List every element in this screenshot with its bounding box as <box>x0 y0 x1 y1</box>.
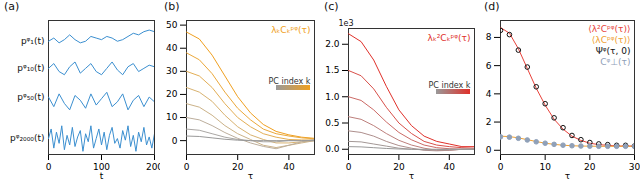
html-text:(a): (a) <box>4 0 20 13</box>
svg-text:pᵠ₅₀(t): pᵠ₅₀(t) <box>17 92 44 102</box>
html-text:(b): (b) <box>164 0 180 13</box>
svg-text:40: 40 <box>283 162 295 172</box>
svg-text:τ: τ <box>565 171 570 181</box>
html-text:(d): (d) <box>484 0 500 13</box>
svg-text:⟨λ²Cᵖᵠ(τ)⟩: ⟨λ²Cᵖᵠ(τ)⟩ <box>588 24 630 34</box>
svg-text:10: 10 <box>539 162 551 172</box>
html-text:(c): (c) <box>324 0 339 13</box>
svg-text:1.5: 1.5 <box>325 65 339 75</box>
svg-text:τ: τ <box>248 171 253 181</box>
svg-text:0: 0 <box>486 145 492 155</box>
svg-text:10: 10 <box>166 112 178 122</box>
svg-text:0: 0 <box>172 136 178 146</box>
svg-text:50: 50 <box>166 20 178 30</box>
svg-text:20: 20 <box>393 162 405 172</box>
svg-text:100: 100 <box>92 161 111 172</box>
svg-text:Ψᵠ(τ, 0): Ψᵠ(τ, 0) <box>596 46 631 56</box>
svg-text:20: 20 <box>232 162 244 172</box>
svg-text:2.0: 2.0 <box>325 39 340 49</box>
svg-text:λₖCₖᵖᵠ(τ): λₖCₖᵖᵠ(τ) <box>271 25 310 35</box>
svg-text:1e3: 1e3 <box>339 19 354 28</box>
svg-text:2: 2 <box>486 117 492 127</box>
svg-text:40: 40 <box>166 43 178 53</box>
svg-text:0.5: 0.5 <box>325 118 339 128</box>
svg-text:pᵠ₁₀(t): pᵠ₁₀(t) <box>17 63 44 73</box>
svg-text:0: 0 <box>346 162 352 172</box>
svg-text:200: 200 <box>146 162 160 172</box>
svg-text:t: t <box>100 171 104 181</box>
svg-text:pᵠ₂₀₀₀(t): pᵠ₂₀₀₀(t) <box>10 133 44 143</box>
svg-text:pᵠ₁(t): pᵠ₁(t) <box>21 36 45 46</box>
svg-text:20: 20 <box>584 162 596 172</box>
svg-text:λₖ²Cₖᵖᵠ(τ): λₖ²Cₖᵖᵠ(τ) <box>428 33 471 43</box>
svg-text:20: 20 <box>166 89 178 99</box>
svg-text:40: 40 <box>444 162 456 172</box>
svg-text:30: 30 <box>629 162 640 172</box>
svg-text:0: 0 <box>46 162 52 172</box>
svg-text:PC index k: PC index k <box>268 77 311 87</box>
svg-text:τ: τ <box>409 171 414 181</box>
svg-text:0: 0 <box>184 162 190 172</box>
svg-text:30: 30 <box>166 66 178 76</box>
svg-text:PC index k: PC index k <box>428 81 471 91</box>
svg-text:Cᵠ⊥(τ): Cᵠ⊥(τ) <box>600 57 630 67</box>
svg-text:0.0: 0.0 <box>325 144 340 154</box>
svg-text:⟨λCᵖᵠ(τ)⟩: ⟨λCᵖᵠ(τ)⟩ <box>592 35 631 45</box>
svg-text:8: 8 <box>486 32 492 42</box>
svg-text:4: 4 <box>486 89 492 99</box>
svg-text:6: 6 <box>486 61 492 71</box>
svg-text:1.0: 1.0 <box>325 92 340 102</box>
svg-text:0: 0 <box>498 162 504 172</box>
